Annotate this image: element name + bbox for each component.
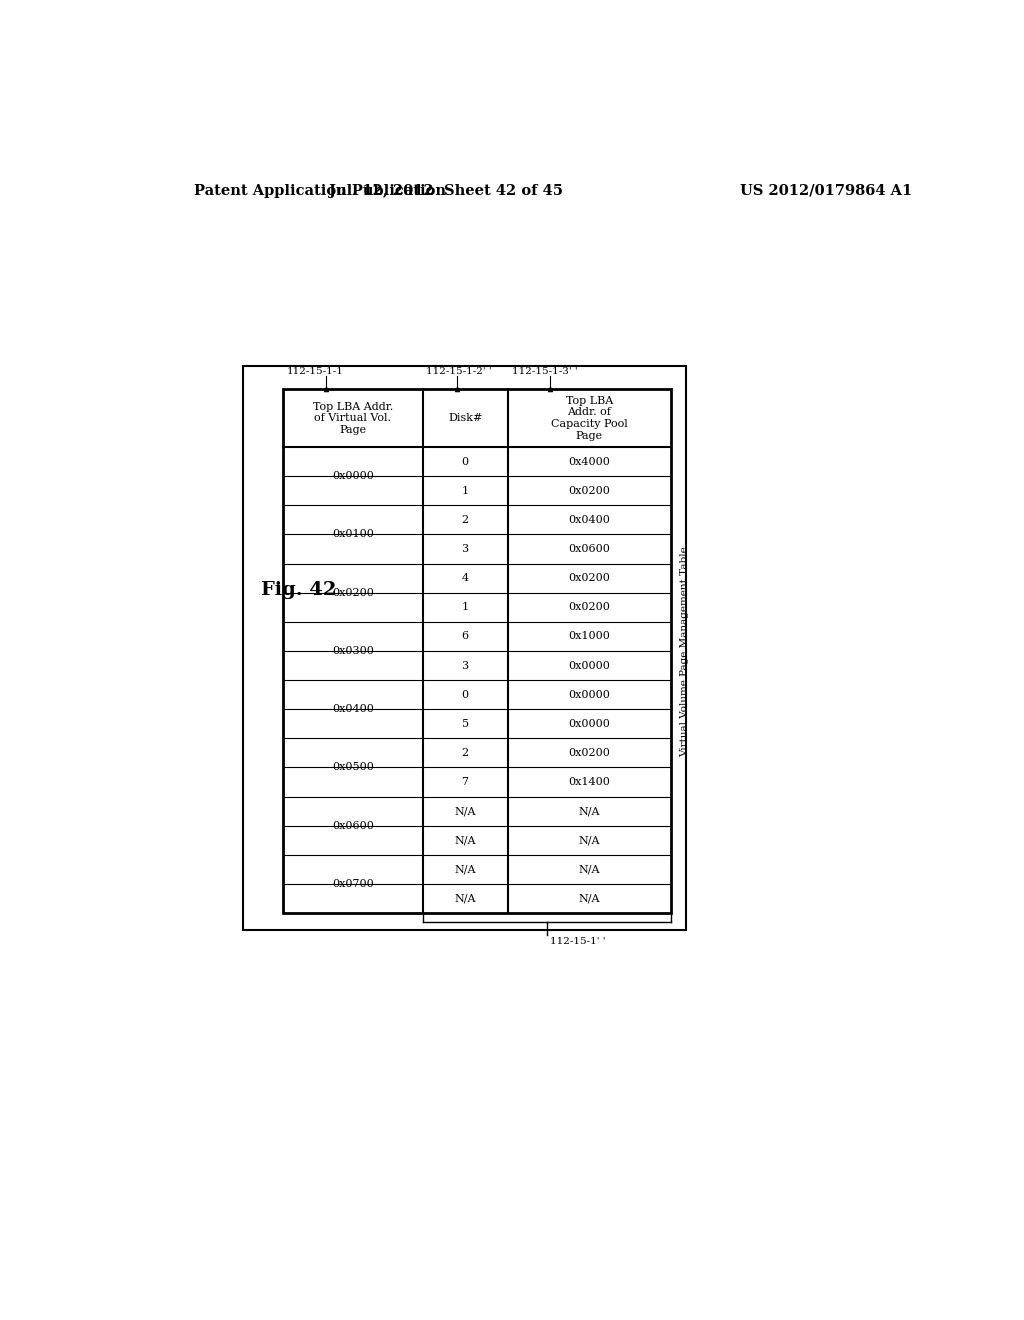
Text: 0x0400: 0x0400 bbox=[568, 515, 610, 525]
Text: 0x0200: 0x0200 bbox=[568, 486, 610, 496]
Text: 5: 5 bbox=[462, 719, 469, 729]
Text: 112-15-1' ': 112-15-1' ' bbox=[550, 937, 606, 946]
Text: 3: 3 bbox=[462, 660, 469, 671]
Text: 4: 4 bbox=[462, 573, 469, 583]
Text: 0x0600: 0x0600 bbox=[568, 544, 610, 554]
Text: 0x1400: 0x1400 bbox=[568, 777, 610, 787]
Text: Disk#: Disk# bbox=[447, 413, 482, 424]
Text: 0x0200: 0x0200 bbox=[568, 602, 610, 612]
Text: 3: 3 bbox=[462, 544, 469, 554]
Text: 0x0400: 0x0400 bbox=[332, 704, 374, 714]
Text: 112-15-1-2' ': 112-15-1-2' ' bbox=[426, 367, 492, 376]
Text: Patent Application Publication: Patent Application Publication bbox=[194, 183, 445, 198]
Text: 0x1000: 0x1000 bbox=[568, 631, 610, 642]
Text: 0: 0 bbox=[462, 689, 469, 700]
Text: US 2012/0179864 A1: US 2012/0179864 A1 bbox=[740, 183, 912, 198]
Bar bbox=[243, 367, 686, 929]
Text: 0x0000: 0x0000 bbox=[332, 471, 374, 482]
Text: Jul. 12, 2012  Sheet 42 of 45: Jul. 12, 2012 Sheet 42 of 45 bbox=[329, 183, 563, 198]
Text: Fig. 42: Fig. 42 bbox=[261, 581, 337, 598]
Text: 0x0200: 0x0200 bbox=[568, 573, 610, 583]
Text: 0: 0 bbox=[462, 457, 469, 467]
Text: 1: 1 bbox=[462, 486, 469, 496]
Text: 1: 1 bbox=[462, 602, 469, 612]
Text: 0x4000: 0x4000 bbox=[568, 457, 610, 467]
Text: 0x0500: 0x0500 bbox=[332, 763, 374, 772]
Text: N/A: N/A bbox=[579, 865, 600, 874]
Text: 0x0100: 0x0100 bbox=[332, 529, 374, 540]
Text: 112-15-1-1: 112-15-1-1 bbox=[287, 367, 344, 376]
Text: Top LBA Addr.
of Virtual Vol.
Page: Top LBA Addr. of Virtual Vol. Page bbox=[312, 401, 393, 434]
Text: 0x0700: 0x0700 bbox=[332, 879, 374, 888]
Text: N/A: N/A bbox=[455, 894, 476, 903]
Text: 7: 7 bbox=[462, 777, 469, 787]
Text: Virtual Volume Page Management Table: Virtual Volume Page Management Table bbox=[680, 546, 689, 756]
Text: N/A: N/A bbox=[579, 894, 600, 903]
Text: 112-15-1-3' ': 112-15-1-3' ' bbox=[512, 367, 578, 376]
Text: 2: 2 bbox=[462, 515, 469, 525]
Bar bbox=[283, 389, 671, 913]
Text: 0x0000: 0x0000 bbox=[568, 719, 610, 729]
Text: N/A: N/A bbox=[455, 865, 476, 874]
Text: 0x0000: 0x0000 bbox=[568, 660, 610, 671]
Text: Top LBA
Addr. of
Capacity Pool
Page: Top LBA Addr. of Capacity Pool Page bbox=[551, 396, 628, 441]
Text: 0x0600: 0x0600 bbox=[332, 821, 374, 830]
Text: 0x0300: 0x0300 bbox=[332, 645, 374, 656]
Text: 6: 6 bbox=[462, 631, 469, 642]
Text: 0x0000: 0x0000 bbox=[568, 689, 610, 700]
Text: N/A: N/A bbox=[455, 807, 476, 816]
Text: N/A: N/A bbox=[455, 836, 476, 845]
Text: N/A: N/A bbox=[579, 807, 600, 816]
Text: 0x0200: 0x0200 bbox=[332, 587, 374, 598]
Text: 0x0200: 0x0200 bbox=[568, 748, 610, 758]
Text: 2: 2 bbox=[462, 748, 469, 758]
Text: N/A: N/A bbox=[579, 836, 600, 845]
